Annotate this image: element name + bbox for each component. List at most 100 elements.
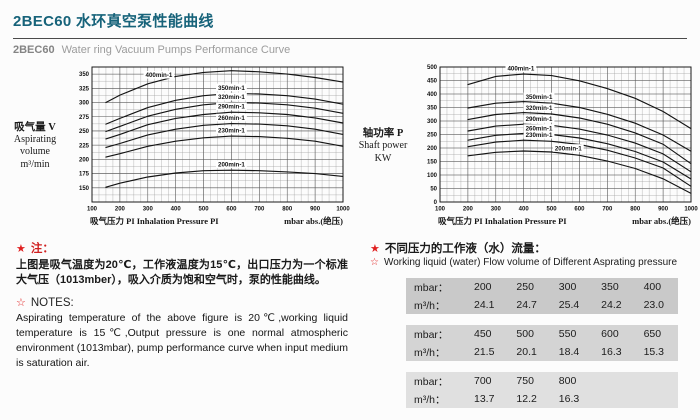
table-row: m³/h： 24.1 24.7 25.4 24.2 23.0 xyxy=(406,296,678,314)
table-cell: 300 xyxy=(558,281,577,293)
x-tick-label: 700 xyxy=(602,207,613,213)
table-cell: 200 xyxy=(474,281,492,293)
y-axis-title-power: 轴功率 P Shaft power KW xyxy=(352,127,414,165)
series-label-bg xyxy=(216,160,247,168)
series-label-bg xyxy=(216,102,247,110)
series-label-bg xyxy=(523,92,555,101)
subtitle-text: Water ring Vacuum Pumps Performance Curv… xyxy=(61,44,291,56)
notes-body-zh: 上图是吸气温度为20℃，工作液温度为15℃，出口压力为一个标准大气压（1013m… xyxy=(16,259,348,287)
notes-body-en: Aspirating temperature of the above figu… xyxy=(16,312,348,370)
x-tick-label: 600 xyxy=(574,207,585,213)
series-curve-290min-1 xyxy=(467,123,692,173)
y-axis-title-line: 吸气量 V xyxy=(14,121,56,133)
flow-volume-section: ★ 不同压力的工作液（水）流量： ☆ Working liquid (water) … xyxy=(348,238,686,419)
table-cell: 24.2 xyxy=(601,299,622,311)
table-cell: 12.2 xyxy=(516,393,537,405)
table-cell: 16.3 xyxy=(558,393,580,405)
table-cell: 21.5 xyxy=(474,346,495,358)
table-cell: 250 xyxy=(516,281,534,293)
x-tick-label: 700 xyxy=(254,207,265,213)
y-tick-label: 300 xyxy=(427,119,438,125)
charts-row: 吸气量 V Aspirating volume m³/min 100 200 300 400… xyxy=(0,60,700,232)
series-curve-320min-1 xyxy=(467,112,692,165)
solid-star-icon: ★ xyxy=(370,243,380,255)
y-tick-label: 175 xyxy=(79,172,90,178)
series-label-320min-1: 320min-1 xyxy=(218,94,245,101)
x-tick-label: 500 xyxy=(199,207,210,213)
flow-tables: mbar： 200 250 300 350 400 m³/h： 24.1 24.7 25.4 24.… xyxy=(370,278,686,408)
x-tick-label: 100 xyxy=(435,207,446,213)
series-label-bg xyxy=(216,92,247,101)
table-cell: 750 xyxy=(516,375,534,387)
series-label-290min-1: 290min-1 xyxy=(526,116,553,123)
series-label-200min-1: 200min-1 xyxy=(555,145,582,152)
y-axis-title-line: Aspirating xyxy=(13,133,57,145)
series-curve-200min-1 xyxy=(467,150,692,194)
row-label: mbar： xyxy=(414,328,449,341)
table-cell: 15.3 xyxy=(643,346,664,358)
y-tick-label: 200 xyxy=(79,157,90,163)
y-tick-label: 325 xyxy=(79,86,90,92)
flow-heading-en-text: Working liquid (water) Flow volume of Di… xyxy=(383,257,678,268)
table-cell: 450 xyxy=(474,328,492,340)
table-cell xyxy=(636,390,678,408)
series-label-bg xyxy=(143,71,175,79)
x-tick-label: 800 xyxy=(630,207,641,213)
y-tick-label: 500 xyxy=(427,65,438,71)
notes-heading-en: ☆ NOTES: xyxy=(16,296,348,309)
x-tick-label: 400 xyxy=(171,207,182,213)
x-tick-label: 1000 xyxy=(684,207,698,213)
y-axis-title-line: KW xyxy=(374,152,392,164)
flow-table-1: mbar： 200 250 300 350 400 m³/h： 24.1 24.7 25.4 24.… xyxy=(406,278,678,314)
series-label-230min-1: 230min-1 xyxy=(218,127,245,134)
flow-heading-en: ☆ Working liquid (water) Flow volume of D… xyxy=(370,257,686,268)
table-cell: 650 xyxy=(643,328,662,340)
y-tick-label: 150 xyxy=(79,186,90,192)
series-label-260min-1: 260min-1 xyxy=(218,115,245,122)
series-label-bg xyxy=(216,126,247,134)
series-label-320min-1: 320min-1 xyxy=(526,105,553,112)
shaft-power-chart: 轴功率 P Shaft power KW 100 200 300 400 500 600 700… xyxy=(352,60,700,232)
row-label: m³/h： xyxy=(414,346,446,359)
x-tick-label: 100 xyxy=(87,207,98,213)
row-label: m³/h： xyxy=(414,393,446,406)
x-tick-label: 900 xyxy=(658,207,669,213)
row-label: m³/h： xyxy=(414,299,446,312)
x-axis-title: 吸气压力 PI Inhalation Pressure PI xyxy=(438,216,567,226)
table-row: mbar： 700 750 800 xyxy=(406,372,678,390)
x-tick-label: 400 xyxy=(519,207,530,213)
series-label-bg xyxy=(505,64,537,73)
y-axis-title-volume: 吸气量 V Aspirating volume m³/min xyxy=(4,121,66,172)
y-tick-label: 100 xyxy=(427,173,438,179)
notes-heading-zh: ★ 注： xyxy=(16,240,348,256)
x-tick-label: 300 xyxy=(143,207,154,213)
plot-border xyxy=(439,66,692,203)
table-cell: 23.0 xyxy=(643,299,664,311)
table-cell: 500 xyxy=(516,328,534,340)
table-cell: 800 xyxy=(558,375,577,387)
page-subtitle: 2BEC60 Water ring Vacuum Pumps Performanc… xyxy=(13,44,687,56)
outline-star-icon: ☆ xyxy=(370,257,379,268)
x-axis-unit: mbar abs.(绝压) xyxy=(632,216,691,226)
table-cell: 25.4 xyxy=(558,299,580,311)
y-axis-title-line: m³/min xyxy=(20,158,50,170)
notes-heading-en-text: NOTES: xyxy=(30,297,74,310)
table-cell: 18.4 xyxy=(558,346,580,358)
series-curve-200min-1 xyxy=(105,169,344,188)
title-divider xyxy=(13,38,687,39)
table-cell: 550 xyxy=(558,328,577,340)
table-row: m³/h： 13.7 12.2 16.3 xyxy=(406,390,678,408)
table-row: m³/h： 21.5 20.1 18.4 16.3 15.3 xyxy=(406,343,678,361)
model-code: 2BEC60 xyxy=(13,44,55,56)
notes-section: ★ 注： 上图是吸气温度为20℃，工作液温度为15℃，出口压力为一个标准大气压（1… xyxy=(16,238,348,419)
y-tick-label: 275 xyxy=(79,115,90,121)
series-label-bg xyxy=(523,115,555,123)
series-label-200min-1: 200min-1 xyxy=(218,162,245,169)
series-label-400min-1: 400min-1 xyxy=(507,66,534,73)
notes-heading-zh-text: 注： xyxy=(30,243,54,255)
aspirating-volume-plot: 100 200 300 400 500 600 700 800 900 1000 150 175 200… xyxy=(79,66,350,226)
table-cell: 24.1 xyxy=(474,299,495,311)
table-cell: 13.7 xyxy=(474,393,495,405)
x-tick-label: 800 xyxy=(282,207,293,213)
row-label: mbar： xyxy=(414,375,449,388)
